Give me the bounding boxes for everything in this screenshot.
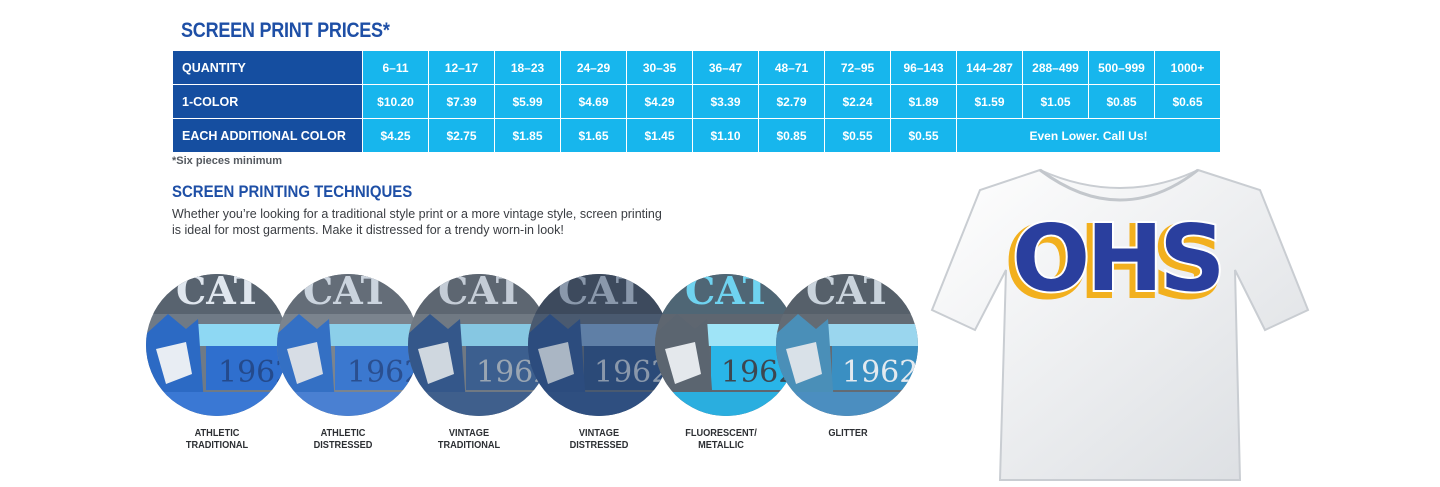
quantity-cell: 144–287 <box>956 50 1023 85</box>
quantity-cell: 72–95 <box>824 50 891 85</box>
price-cell: $7.39 <box>428 84 495 119</box>
quantity-cell: 1000+ <box>1154 50 1221 85</box>
shirt-lettering: OHS <box>1012 205 1221 312</box>
quantity-header: QUANTITY <box>172 50 363 85</box>
price-cell: $4.69 <box>560 84 627 119</box>
price-cell: $1.05 <box>1022 84 1089 119</box>
caption-line-2: TRADITIONAL <box>185 440 249 451</box>
techniques-heading: SCREEN PRINTING TECHNIQUES <box>172 182 413 201</box>
price-cell: $1.10 <box>692 118 759 153</box>
caption-line-1: GLITTER <box>828 428 868 439</box>
athletic-distressed-swatch: CAT 1962 <box>277 274 419 416</box>
minimum-footnote: *Six pieces minimum <box>172 155 283 167</box>
price-cell: $1.85 <box>494 118 561 153</box>
technique-caption: FLUORESCENT/METALLIC <box>657 428 786 452</box>
price-cell: $3.39 <box>692 84 759 119</box>
technique-caption: ATHLETIC TRADITIONAL <box>153 428 282 452</box>
quantity-cell: 12–17 <box>428 50 495 85</box>
glitter-swatch: CAT 1962 <box>776 274 918 416</box>
price-cell: $2.75 <box>428 118 495 153</box>
tshirt-image: OHS OHS OHS <box>930 160 1310 482</box>
shirt-lettering-outline: OHS <box>1008 209 1217 316</box>
one-color-label: 1-COLOR <box>172 84 363 119</box>
price-cell: $1.89 <box>890 84 957 119</box>
swatch-year-text: 1962 <box>842 355 918 390</box>
vintage-distressed-swatch: CAT 1962 <box>528 274 670 416</box>
svg-text:CAT: CAT <box>558 274 644 313</box>
price-cell: $0.85 <box>1088 84 1155 119</box>
caption-line-1: ATHLETIC <box>320 428 366 439</box>
fluorescent-metallic-swatch: CAT 1962 <box>655 274 797 416</box>
technique-caption: ATHLETIC DISTRESSED <box>279 428 408 452</box>
price-cell: $2.79 <box>758 84 825 119</box>
quantity-cell: 288–499 <box>1022 50 1089 85</box>
caption-line-1: VINTAGE <box>448 428 490 439</box>
caption-line-1: FLUORESCENT/ <box>685 428 757 439</box>
price-cell: $0.55 <box>890 118 957 153</box>
shirt-lettering-inline: OHS <box>1012 205 1221 312</box>
price-cell: $4.29 <box>626 84 693 119</box>
price-cell: $10.20 <box>362 84 429 119</box>
price-cell: $2.24 <box>824 84 891 119</box>
svg-text:CAT: CAT <box>438 274 524 313</box>
quantity-cell: 96–143 <box>890 50 957 85</box>
price-table: QUANTITY 6–11 12–17 18–23 24–29 30–35 36… <box>172 50 1221 153</box>
price-cell: $1.65 <box>560 118 627 153</box>
caption-line-2: DISTRESSED <box>313 440 373 451</box>
techniques-description: Whether you’re looking for a traditional… <box>172 207 662 237</box>
caption-line-1: ATHLETIC <box>194 428 240 439</box>
additional-color-label: EACH ADDITIONAL COLOR <box>172 118 363 153</box>
call-us-note: Even Lower. Call Us! <box>956 118 1221 153</box>
caption-line-2: DISTRESSED <box>569 440 629 451</box>
one-color-row: 1-COLOR $10.20 $7.39 $5.99 $4.69 $4.29 $… <box>172 84 1221 119</box>
page-title: SCREEN PRINT PRICES* <box>181 19 390 42</box>
quantity-row: QUANTITY 6–11 12–17 18–23 24–29 30–35 36… <box>172 50 1221 85</box>
technique-caption: VINTAGE TRADITIONAL <box>405 428 534 452</box>
price-cell: $0.85 <box>758 118 825 153</box>
quantity-cell: 30–35 <box>626 50 693 85</box>
quantity-cell: 18–23 <box>494 50 561 85</box>
svg-text:CAT: CAT <box>806 274 892 313</box>
quantity-cell: 500–999 <box>1088 50 1155 85</box>
price-cell: $5.99 <box>494 84 561 119</box>
svg-text:CAT: CAT <box>685 274 771 313</box>
swatch-year-text: 1962 <box>218 355 288 390</box>
quantity-cell: 48–71 <box>758 50 825 85</box>
swatch-year-text: 1962 <box>347 355 419 390</box>
technique-caption: GLITTER <box>784 428 913 440</box>
svg-text:CAT: CAT <box>176 274 262 313</box>
quantity-cell: 6–11 <box>362 50 429 85</box>
svg-text:CAT: CAT <box>303 274 389 313</box>
caption-line-2: METALLIC <box>698 440 744 451</box>
quantity-cell: 24–29 <box>560 50 627 85</box>
technique-caption: VINTAGE DISTRESSED <box>535 428 664 452</box>
athletic-traditional-swatch: CAT 1962 <box>146 274 288 416</box>
price-cell: $0.55 <box>824 118 891 153</box>
price-cell: $4.25 <box>362 118 429 153</box>
price-cell: $0.65 <box>1154 84 1221 119</box>
price-cell: $1.45 <box>626 118 693 153</box>
price-cell: $1.59 <box>956 84 1023 119</box>
caption-line-2: TRADITIONAL <box>437 440 501 451</box>
caption-line-1: VINTAGE <box>578 428 620 439</box>
quantity-cell: 36–47 <box>692 50 759 85</box>
additional-color-row: EACH ADDITIONAL COLOR $4.25 $2.75 $1.85 … <box>172 118 1221 153</box>
